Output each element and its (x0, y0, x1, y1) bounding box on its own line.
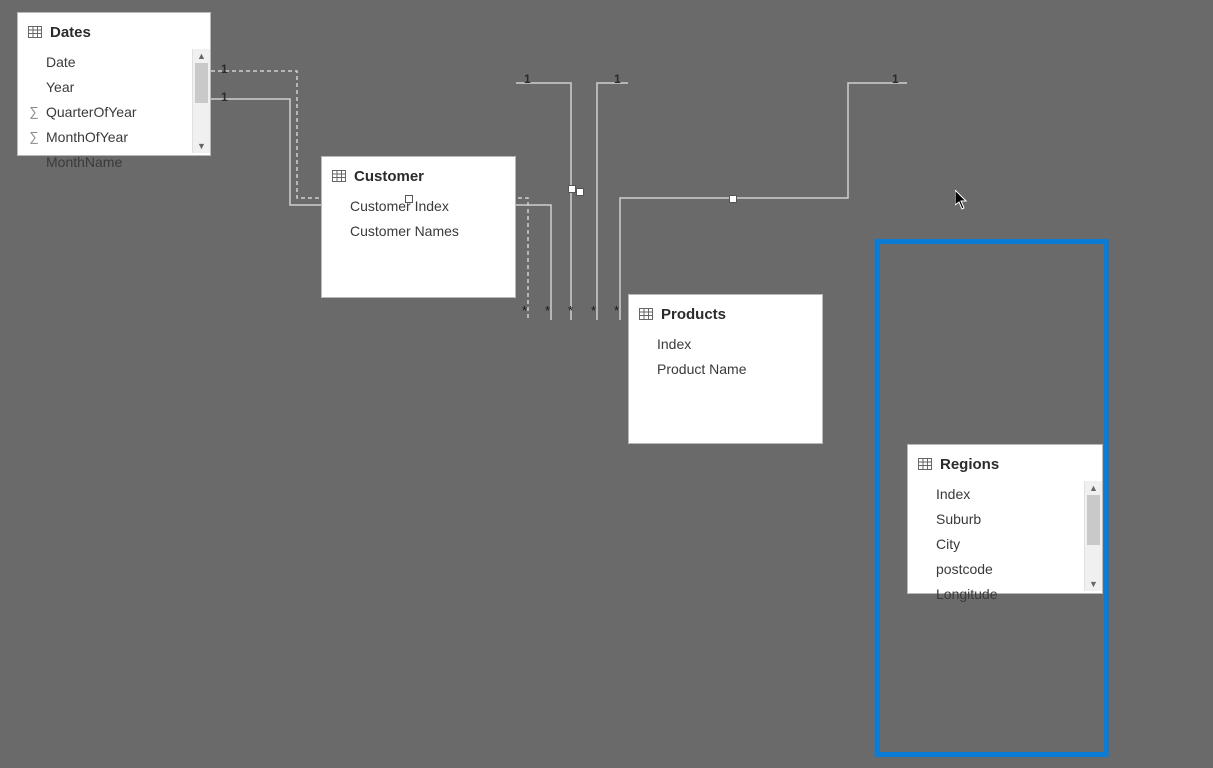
relationship-node[interactable] (405, 195, 413, 203)
field-label: Date (46, 54, 76, 70)
field-label: City (936, 536, 960, 552)
cardinality-one-label: 1 (221, 62, 228, 76)
table-field[interactable]: ∑ MonthOfYear (18, 124, 210, 149)
scroll-thumb[interactable] (195, 63, 208, 103)
field-label: MonthOfYear (46, 129, 128, 145)
scroll-down-icon[interactable]: ▼ (1085, 577, 1102, 591)
cardinality-one-label: 1 (614, 72, 621, 86)
table-header[interactable]: Products (629, 295, 822, 331)
model-canvas[interactable]: Dates Date Year ∑ QuarterOfYear ∑ MonthOfYear M… (0, 0, 1213, 768)
field-label: postcode (936, 561, 993, 577)
table-fields: Index Product Name (629, 331, 822, 387)
relationship-node[interactable] (576, 188, 584, 196)
field-label: Index (657, 336, 691, 352)
table-field[interactable]: Suburb (908, 506, 1102, 531)
field-label: QuarterOfYear (46, 104, 137, 120)
table-field[interactable]: Longitude (908, 581, 1102, 606)
table-field[interactable]: City (908, 531, 1102, 556)
sigma-icon: ∑ (26, 104, 42, 119)
table-field[interactable]: Product Name (629, 356, 822, 381)
table-dates[interactable]: DatesDateYear∑QuarterOfYear∑MonthOfYearM… (17, 12, 211, 156)
table-products[interactable]: Products Index Product Name (628, 294, 823, 444)
table-field[interactable]: Index (908, 481, 1102, 506)
cardinality-many-label: * (522, 303, 527, 318)
table-field[interactable]: Date (18, 49, 210, 74)
table-field[interactable]: postcode (908, 556, 1102, 581)
table-field[interactable]: Customer Index (322, 193, 515, 218)
scroll-up-icon[interactable]: ▲ (193, 49, 210, 63)
table-title: Customer (354, 168, 424, 185)
table-header[interactable]: Customer (322, 157, 515, 193)
scroll-down-icon[interactable]: ▼ (193, 139, 210, 153)
table-field[interactable]: ∑ QuarterOfYear (18, 99, 210, 124)
table-fields: Customer Index Customer Names (322, 193, 515, 249)
table-fields: Date Year ∑ QuarterOfYear ∑ MonthOfYear MonthN… (18, 49, 210, 180)
cardinality-many-label: * (614, 303, 619, 318)
field-label: Longitude (936, 586, 998, 602)
scrollbar[interactable]: ▲▼ (1084, 481, 1102, 591)
relationship-node[interactable] (568, 185, 576, 193)
scroll-up-icon[interactable]: ▲ (1085, 481, 1102, 495)
field-label: Customer Names (350, 223, 459, 239)
table-field[interactable]: Year (18, 74, 210, 99)
sigma-icon: ∑ (26, 129, 42, 144)
field-label: Suburb (936, 511, 981, 527)
scrollbar[interactable]: ▲▼ (192, 49, 210, 153)
table-field[interactable]: Index (629, 331, 822, 356)
table-field[interactable]: MonthName (18, 149, 210, 174)
field-label: Index (936, 486, 970, 502)
cardinality-many-label: * (545, 303, 550, 318)
table-header[interactable]: Dates (18, 13, 210, 49)
cardinality-many-label: * (568, 303, 573, 318)
table-customer[interactable]: Customer Customer Index Customer Names (321, 156, 516, 298)
table-title: Regions (940, 456, 999, 473)
cardinality-many-label: * (591, 303, 596, 318)
table-field[interactable]: Customer Names (322, 218, 515, 243)
cardinality-one-label: 1 (221, 90, 228, 104)
scroll-thumb[interactable] (1087, 495, 1100, 545)
field-label: MonthName (46, 154, 122, 170)
table-title: Dates (50, 24, 91, 41)
relationship-node[interactable] (729, 195, 737, 203)
cardinality-one-label: 1 (524, 72, 531, 86)
cardinality-one-label: 1 (892, 72, 899, 86)
field-label: Year (46, 79, 74, 95)
table-title: Products (661, 306, 726, 323)
table-fields: Index Suburb City postcode Longitude (908, 481, 1102, 612)
field-label: Product Name (657, 361, 746, 377)
field-label: Customer Index (350, 198, 449, 214)
table-regions[interactable]: RegionsIndexSuburbCitypostcodeLongitude▲… (907, 444, 1103, 594)
table-header[interactable]: Regions (908, 445, 1102, 481)
